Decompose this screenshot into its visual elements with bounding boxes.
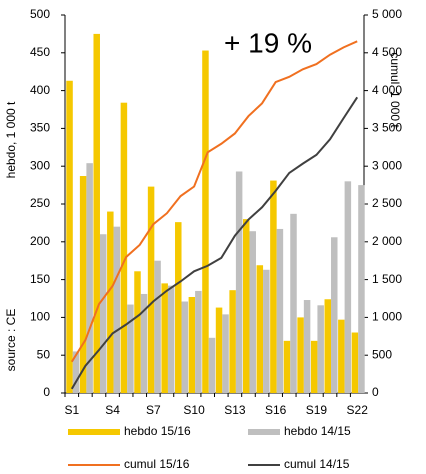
y-tick-label: 250 — [30, 196, 50, 210]
legend-label: hebdo 15/16 — [124, 424, 191, 438]
y2-tick-label: 4 000 — [372, 83, 402, 97]
x-tick-label: S7 — [146, 403, 161, 417]
bar — [310, 340, 318, 393]
y-tick-label: 100 — [30, 310, 50, 324]
y2-tick-label: 2 500 — [372, 196, 402, 210]
y2-tick-label: 500 — [372, 347, 392, 361]
y2-tick-label: 0 — [372, 385, 379, 399]
legend-label: hebdo 14/15 — [284, 424, 351, 438]
bar — [134, 271, 141, 393]
y-tick-label: 150 — [30, 272, 50, 286]
y2-tick-label: 3 500 — [372, 121, 402, 135]
y2-tick-label: 4 500 — [372, 45, 402, 59]
bar — [167, 285, 175, 393]
bar — [72, 351, 80, 393]
legend-label: cumul 15/16 — [124, 457, 190, 471]
y-tick-label: 200 — [30, 234, 50, 248]
x-tick-label: S13 — [224, 403, 246, 417]
bar — [290, 213, 297, 393]
y2-tick-label: 5 000 — [372, 7, 402, 21]
y2-tick-label: 1 500 — [372, 272, 402, 286]
bar — [222, 314, 229, 393]
bar — [99, 234, 107, 393]
annotation: + 19 % — [224, 27, 312, 58]
bar — [140, 293, 148, 393]
x-tick-label: S19 — [306, 403, 328, 417]
y2-tick-label: 3 000 — [372, 158, 402, 172]
x-tick-label: S22 — [347, 403, 369, 417]
bar — [188, 296, 196, 393]
bar — [317, 305, 324, 393]
bar — [242, 219, 250, 393]
y-tick-label: 450 — [30, 45, 50, 59]
line — [70, 40, 358, 363]
bar — [276, 228, 284, 393]
line — [70, 96, 359, 390]
y-axis-title: hebdo, 1 000 t — [4, 101, 18, 178]
bar — [235, 171, 243, 393]
y-tick-label: 500 — [30, 7, 50, 21]
bar — [270, 180, 277, 393]
bar — [161, 283, 168, 393]
bar — [303, 300, 311, 393]
bar — [215, 307, 223, 393]
bar — [79, 176, 87, 393]
bar — [66, 80, 73, 393]
bar — [181, 301, 189, 393]
bar — [249, 231, 256, 393]
bar — [324, 299, 332, 393]
x-tick-label: S10 — [183, 403, 205, 417]
y-tick-label: 350 — [30, 121, 50, 135]
legend-label: cumul 14/15 — [284, 457, 350, 471]
bar — [358, 185, 365, 393]
bar — [338, 319, 345, 393]
y-tick-label: 0 — [43, 385, 50, 399]
bar — [86, 163, 93, 393]
bar — [120, 102, 128, 394]
bar — [147, 186, 155, 393]
source: source : CE — [4, 309, 18, 372]
bar — [331, 237, 338, 393]
bar — [344, 181, 352, 393]
bar — [93, 33, 100, 394]
y2-axis-title: cumul. 1 000 t — [388, 52, 402, 128]
bar — [256, 265, 264, 393]
x-tick-label: S16 — [265, 403, 287, 417]
bar — [202, 50, 209, 393]
bar — [208, 337, 216, 393]
bar — [229, 290, 236, 393]
bar — [297, 317, 304, 393]
bar — [263, 269, 270, 393]
bar — [127, 304, 134, 393]
bar — [154, 260, 161, 393]
bar — [195, 290, 202, 393]
legend-swatch — [248, 429, 280, 435]
bar — [351, 332, 359, 393]
legend-swatch — [68, 429, 120, 435]
y2-tick-label: 1 000 — [372, 310, 402, 324]
bar — [113, 226, 121, 393]
y-tick-label: 400 — [30, 83, 50, 97]
y-tick-label: 50 — [37, 347, 51, 361]
bar — [107, 211, 114, 393]
y-tick-label: 300 — [30, 158, 50, 172]
y2-tick-label: 2 000 — [372, 234, 402, 248]
bar — [283, 340, 291, 393]
x-tick-label: S1 — [64, 403, 79, 417]
bar — [175, 222, 182, 393]
x-tick-label: S4 — [105, 403, 120, 417]
